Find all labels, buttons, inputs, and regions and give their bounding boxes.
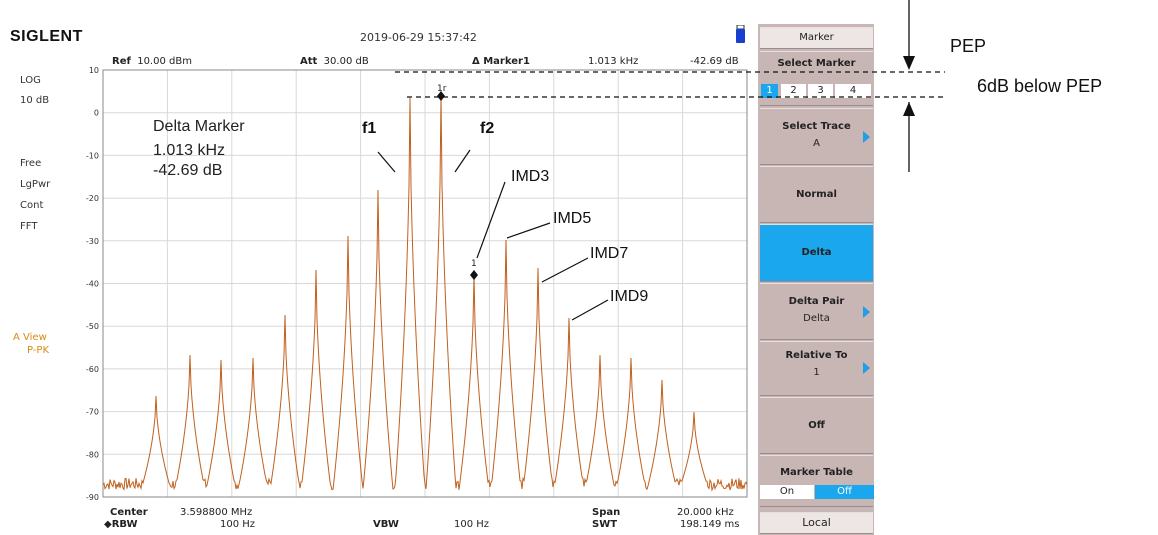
softkey-title: Marker	[760, 27, 873, 49]
pep-label: PEP	[950, 36, 987, 56]
annotation-imd3: IMD3	[511, 168, 550, 185]
annotation-f2: f2	[480, 120, 495, 137]
marker-name: Δ Marker1	[472, 56, 530, 67]
leader-imd7	[541, 257, 589, 283]
usb-icon	[736, 25, 745, 43]
marker-table-key[interactable]: Marker Table	[760, 455, 873, 507]
annotation-f1: f1	[362, 120, 377, 137]
rbw-value: 100 Hz	[220, 519, 256, 530]
arrow-right-icon	[863, 131, 870, 143]
pep-annotation-lines	[395, 0, 945, 172]
y-tick-label: 0	[94, 109, 99, 118]
arrow-right-icon	[863, 362, 870, 374]
marker-table-on[interactable]: On	[760, 485, 814, 499]
normal-key[interactable]: Normal	[760, 166, 873, 223]
ref-level: Ref 10.00 dBm	[112, 56, 192, 67]
marker-1-option[interactable]: 1	[761, 84, 778, 98]
marker-2-option[interactable]: 2	[781, 84, 806, 98]
diamond-icon: ◆	[104, 519, 112, 530]
delta-marker-freq: 1.013 kHz	[153, 142, 226, 159]
center-label: Center	[110, 507, 148, 518]
below-pep-label: 6dB below PEP	[977, 76, 1103, 96]
delta-pair-key[interactable]: Delta Pair Delta	[760, 283, 873, 340]
leader-f2	[454, 149, 471, 173]
y-tick-label: -80	[86, 450, 99, 459]
leader-imd3	[476, 181, 506, 259]
scale-div: 10 dB	[20, 95, 50, 106]
datetime: 2019-06-29 15:37:42	[360, 31, 477, 44]
annotation-imd5: IMD5	[553, 210, 592, 227]
y-tick-label: -70	[86, 408, 99, 417]
y-tick-label: 10	[89, 66, 99, 75]
local-button[interactable]: Local	[760, 512, 873, 534]
leader-imd9	[571, 299, 609, 321]
attenuation: Att 30.00 dB	[300, 56, 369, 67]
delta-key[interactable]: Delta	[760, 224, 873, 282]
span-value: 20.000 kHz	[677, 507, 734, 518]
y-tick-label: -40	[86, 280, 99, 289]
y-tick-label: -20	[86, 194, 99, 203]
y-tick-label: -90	[86, 493, 99, 502]
leader-imd5	[506, 222, 551, 239]
marker-freq: 1.013 kHz	[588, 56, 639, 67]
marker-table-off[interactable]: Off	[815, 485, 874, 499]
arrow-right-icon	[863, 306, 870, 318]
sweep-type: FFT	[20, 221, 38, 232]
marker-1r-label: 1r	[437, 84, 447, 94]
swt-label: SWT	[592, 519, 618, 530]
spectrum-plot: 10 0 -10 -20 -30 -40 -50 -60 -70 -80 -90	[86, 66, 748, 502]
plot-frame	[102, 69, 748, 498]
swt-value: 198.149 ms	[680, 519, 740, 530]
sweep-mode: Cont	[20, 200, 44, 211]
center-value: 3.598800 MHz	[180, 507, 253, 518]
rbw-label: ◆RBW	[104, 519, 138, 530]
trigger-mode: Free	[20, 158, 42, 169]
spectrum-trace	[102, 95, 748, 492]
annotation-imd7: IMD7	[590, 245, 629, 262]
delta-marker[interactable]	[470, 270, 478, 280]
y-tick-label: -50	[86, 322, 99, 331]
relative-to-key[interactable]: Relative To 1	[760, 341, 873, 396]
y-tick-label: -60	[86, 365, 99, 374]
annotation-imd9: IMD9	[610, 288, 649, 305]
delta-marker-amp: -42.69 dB	[153, 162, 223, 179]
brand-logo: SIGLENT	[10, 28, 83, 45]
vbw-value: 100 Hz	[454, 519, 490, 530]
reference-marker[interactable]	[437, 91, 445, 101]
off-key[interactable]: Off	[760, 397, 873, 454]
select-trace-key[interactable]: Select Trace A	[760, 108, 873, 165]
vbw-label: VBW	[373, 519, 399, 530]
marker-3-option[interactable]: 3	[808, 84, 833, 98]
marker-4-option[interactable]: 4	[835, 84, 871, 98]
detector: LgPwr	[20, 179, 51, 190]
scale-type: LOG	[20, 75, 41, 86]
trace-detector: P-PK	[27, 345, 50, 356]
y-tick-label: -10	[86, 151, 99, 160]
marker-amp: -42.69 dB	[690, 56, 739, 67]
marker-1-label: 1	[471, 259, 477, 269]
trace-view: A View	[13, 332, 47, 343]
y-tick-label: -30	[86, 237, 99, 246]
span-label: Span	[592, 507, 621, 518]
leader-f1	[377, 151, 396, 173]
delta-marker-title: Delta Marker	[153, 118, 245, 135]
